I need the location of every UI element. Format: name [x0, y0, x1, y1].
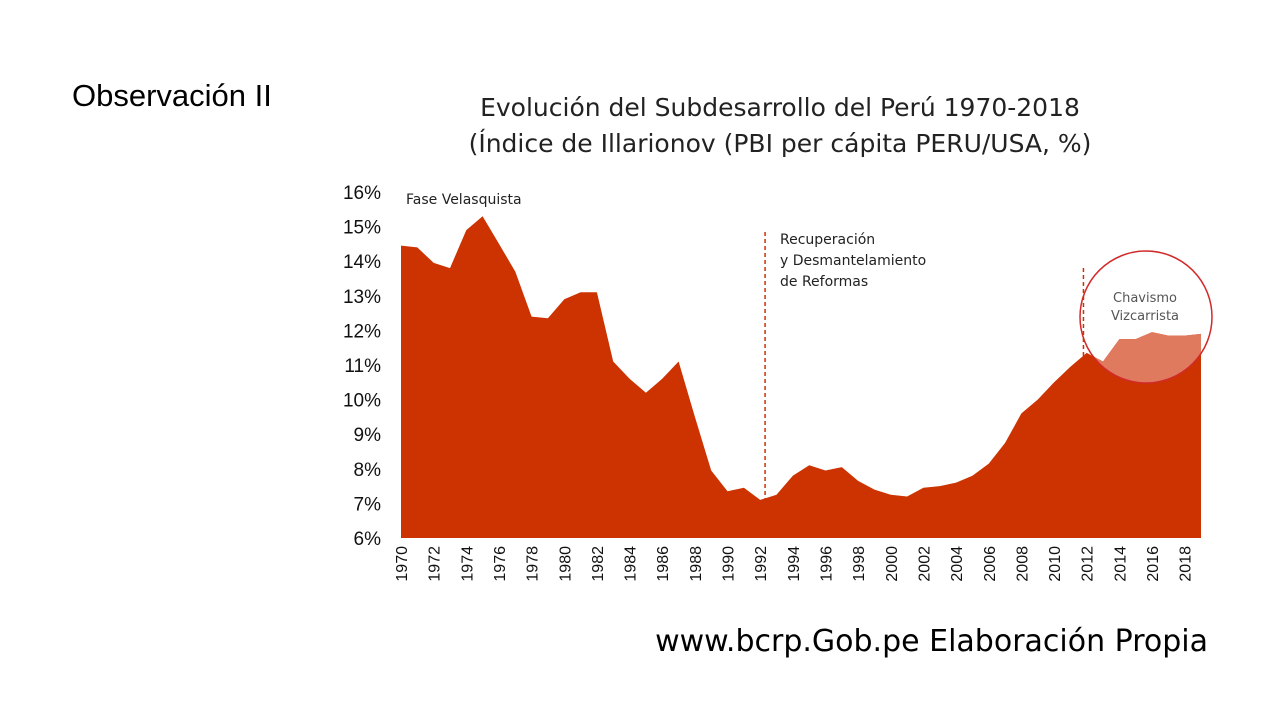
x-tick-label: 2002	[916, 546, 933, 582]
recuperacion-label: y Desmantelamiento	[780, 253, 926, 269]
x-tick-label: 2012	[1080, 546, 1097, 582]
x-tick-label: 1988	[688, 546, 705, 582]
chart-title-line1: Evolución del Subdesarrollo del Perú 197…	[480, 93, 1080, 122]
x-tick-label: 1970	[394, 546, 411, 582]
x-axis: 1970 1972 1974 1976 1978 1980 1982 1984 1986 1988…	[394, 546, 1195, 582]
period-markers	[764, 232, 1085, 538]
chart-title: Evolución del Subdesarrollo del Perú 197…	[440, 90, 1120, 162]
x-tick-label: 1990	[721, 546, 738, 582]
x-tick-label: 2008	[1014, 546, 1031, 582]
x-tick-label: 1978	[525, 546, 542, 582]
recuperacion-label: Recuperación	[780, 232, 875, 248]
y-tick-label: 10%	[343, 391, 381, 412]
x-tick-label: 1980	[557, 546, 574, 582]
y-tick-label: 6%	[354, 529, 382, 550]
x-tick-label: 1976	[492, 546, 509, 582]
fase-velasquista-label: Fase Velasquista	[406, 192, 522, 208]
x-tick-label: 2016	[1145, 546, 1162, 582]
x-tick-label: 1992	[753, 546, 770, 582]
y-axis: 6% 7% 8% 9% 10% 11% 12% 13% 14% 15% 16%	[343, 183, 381, 550]
x-tick-label: 1974	[459, 546, 476, 582]
chavismo-highlight	[1079, 250, 1213, 384]
y-tick-label: 12%	[343, 321, 381, 342]
x-tick-label: 2010	[1047, 546, 1064, 582]
x-tick-label: 1972	[427, 546, 444, 582]
annotations: Fase Velasquista Recuperación y Desmantela…	[406, 192, 1179, 324]
x-tick-label: 2004	[949, 546, 966, 582]
x-tick-label: 2006	[982, 546, 999, 582]
x-tick-label: 2018	[1178, 546, 1195, 582]
area-series	[401, 216, 1201, 538]
y-tick-label: 16%	[343, 183, 381, 204]
y-tick-label: 11%	[344, 356, 381, 377]
recuperacion-label: de Reformas	[780, 274, 868, 290]
source-note: www.bcrp.Gob.pe Elaboración Propia	[655, 624, 1208, 659]
x-tick-label: 1986	[655, 546, 672, 582]
x-tick-label: 1982	[590, 546, 607, 582]
chavismo-label: Chavismo	[1113, 291, 1177, 306]
x-tick-label: 1984	[623, 546, 640, 582]
y-tick-label: 14%	[343, 252, 381, 273]
y-tick-label: 15%	[343, 218, 381, 239]
highlight-ring	[1079, 250, 1213, 384]
y-tick-label: 13%	[343, 287, 381, 308]
slide-heading: Observación II	[72, 78, 272, 113]
x-tick-label: 2000	[884, 546, 901, 582]
x-tick-label: 1994	[786, 546, 803, 582]
x-tick-label: 1996	[818, 546, 835, 582]
y-tick-label: 7%	[354, 494, 382, 515]
chart-title-line2: (Índice de Illarionov (PBI per cápita PE…	[468, 129, 1092, 158]
y-tick-label: 9%	[354, 425, 382, 446]
x-tick-label: 2014	[1112, 546, 1129, 582]
x-tick-label: 1998	[851, 546, 868, 582]
y-tick-label: 8%	[354, 460, 382, 481]
chavismo-label: Vizcarrista	[1111, 309, 1179, 324]
